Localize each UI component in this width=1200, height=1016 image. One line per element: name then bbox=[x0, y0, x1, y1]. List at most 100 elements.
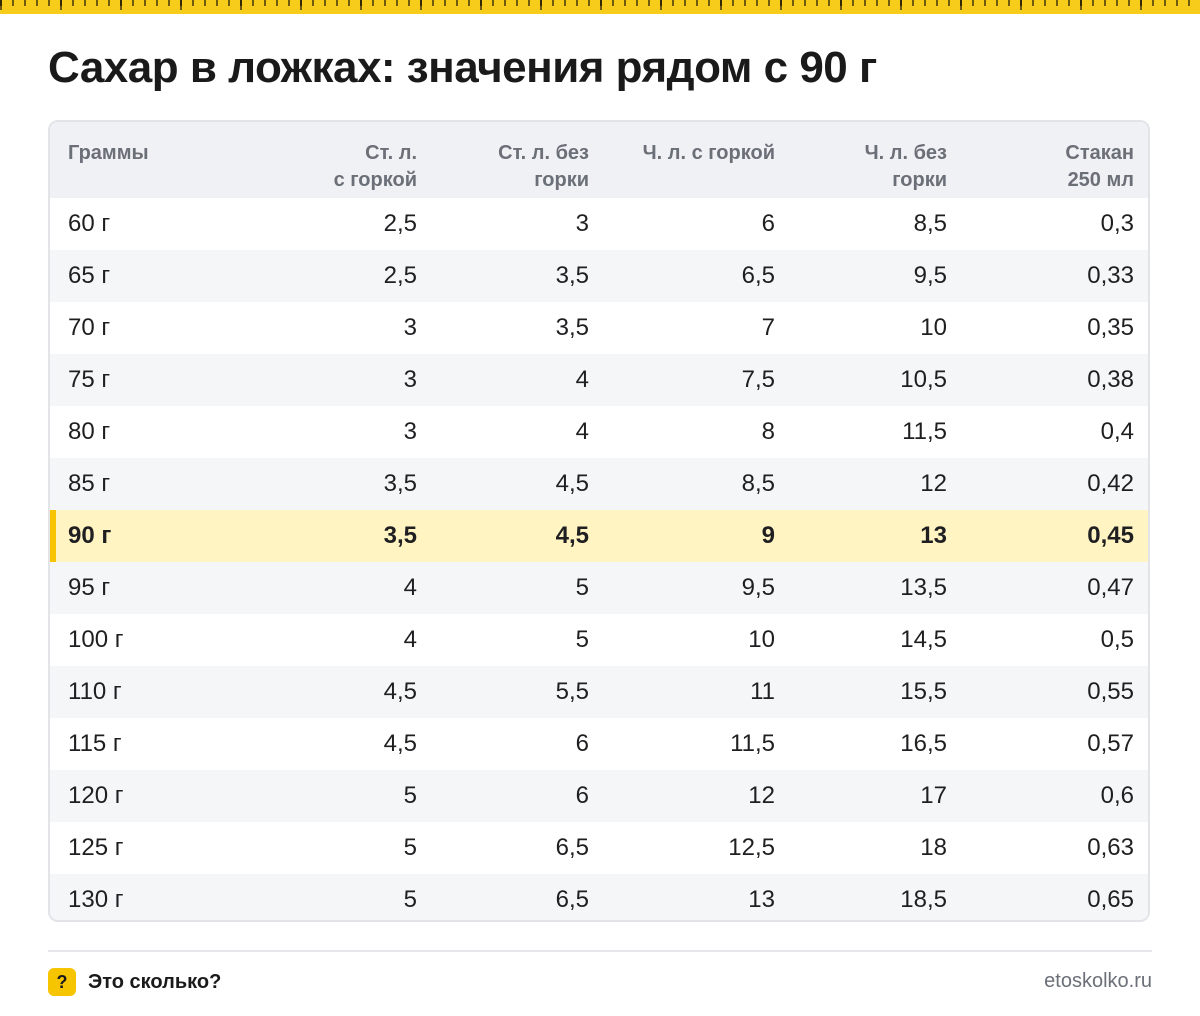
header-glass-250ml: Стакан 250 мл bbox=[1065, 142, 1134, 191]
cell-tsp-heaped: 10 bbox=[748, 626, 775, 653]
table-row: 120 г 5 6 12 17 0,6 bbox=[50, 770, 1148, 822]
cell-grams: 115 г bbox=[68, 730, 122, 757]
cell-grams: 75 г bbox=[68, 366, 111, 393]
cell-tbsp-heaped: 4,5 bbox=[383, 730, 417, 757]
cell-tsp-level: 9,5 bbox=[913, 262, 947, 289]
table-row: 75 г 3 4 7,5 10,5 0,38 bbox=[50, 354, 1148, 406]
table-row: 100 г 4 5 10 14,5 0,5 bbox=[50, 614, 1148, 666]
cell-tbsp-level: 3,5 bbox=[555, 262, 589, 289]
cell-tbsp-heaped: 5 bbox=[403, 886, 417, 913]
cell-tsp-level: 8,5 bbox=[913, 210, 947, 237]
table-row: 85 г 3,5 4,5 8,5 12 0,42 bbox=[50, 458, 1148, 510]
header-tbsp-level: Ст. л. без горки bbox=[498, 142, 589, 191]
cell-tsp-level: 18 bbox=[920, 834, 947, 861]
cell-glass-250ml: 0,55 bbox=[1087, 678, 1134, 705]
cell-tsp-heaped: 6,5 bbox=[741, 262, 775, 289]
table-row: 110 г 4,5 5,5 11 15,5 0,55 bbox=[50, 666, 1148, 718]
cell-grams: 110 г bbox=[68, 678, 122, 705]
cell-tbsp-level: 6 bbox=[575, 782, 589, 809]
cell-glass-250ml: 0,33 bbox=[1087, 262, 1134, 289]
ruler-decoration bbox=[0, 0, 1200, 14]
table-row: 130 г 5 6,5 13 18,5 0,65 bbox=[50, 874, 1148, 920]
cell-tsp-level: 11,5 bbox=[902, 418, 947, 445]
cell-glass-250ml: 0,42 bbox=[1087, 470, 1134, 497]
cell-tsp-heaped: 12 bbox=[748, 782, 775, 809]
cell-tbsp-heaped: 4 bbox=[403, 574, 417, 601]
cell-tbsp-level: 4,5 bbox=[555, 470, 589, 497]
cell-tsp-level: 14,5 bbox=[900, 626, 947, 653]
cell-tbsp-level: 4 bbox=[575, 418, 589, 445]
cell-glass-250ml: 0,4 bbox=[1100, 418, 1134, 445]
cell-tsp-level: 13,5 bbox=[900, 574, 947, 601]
cell-tbsp-level: 3 bbox=[575, 210, 589, 237]
cell-glass-250ml: 0,35 bbox=[1087, 314, 1134, 341]
cell-grams: 60 г bbox=[68, 210, 111, 237]
table-row: 65 г 2,5 3,5 6,5 9,5 0,33 bbox=[50, 250, 1148, 302]
cell-tsp-level: 18,5 bbox=[900, 886, 947, 913]
cell-tsp-heaped: 11 bbox=[750, 678, 775, 705]
footer-divider bbox=[48, 950, 1152, 952]
cell-tsp-heaped: 7 bbox=[761, 314, 775, 341]
cell-tsp-level: 10,5 bbox=[900, 366, 947, 393]
cell-tsp-heaped: 11,5 bbox=[730, 730, 775, 757]
cell-tbsp-heaped: 5 bbox=[403, 834, 417, 861]
cell-tsp-heaped: 9,5 bbox=[741, 574, 775, 601]
cell-tbsp-level: 5 bbox=[575, 626, 589, 653]
cell-glass-250ml: 0,63 bbox=[1087, 834, 1134, 861]
cell-tbsp-heaped: 2,5 bbox=[383, 210, 417, 237]
header-tsp-level: Ч. л. без горки bbox=[864, 142, 947, 191]
cell-tsp-level: 17 bbox=[920, 782, 947, 809]
cell-tsp-level: 12 bbox=[920, 470, 947, 497]
table-row: 80 г 3 4 8 11,5 0,4 bbox=[50, 406, 1148, 458]
cell-grams: 120 г bbox=[68, 782, 124, 809]
cell-tbsp-level: 5 bbox=[575, 574, 589, 601]
cell-tbsp-heaped: 5 bbox=[403, 782, 417, 809]
cell-glass-250ml: 0,3 bbox=[1100, 210, 1134, 237]
cell-tbsp-heaped: 2,5 bbox=[383, 262, 417, 289]
cell-tbsp-level: 4,5 bbox=[555, 522, 589, 549]
cell-glass-250ml: 0,45 bbox=[1087, 522, 1134, 549]
brand-name: Это сколько? bbox=[88, 970, 222, 993]
table-row: 125 г 5 6,5 12,5 18 0,63 bbox=[50, 822, 1148, 874]
cell-tbsp-level: 6,5 bbox=[555, 834, 589, 861]
cell-grams: 85 г bbox=[68, 470, 111, 497]
cell-tbsp-heaped: 4 bbox=[403, 626, 417, 653]
sugar-conversion-table: Граммы Ст. л. с горкой Ст. л. без горки Ч.… bbox=[50, 122, 1148, 920]
cell-tsp-heaped: 8 bbox=[761, 418, 775, 445]
cell-grams: 65 г bbox=[68, 262, 111, 289]
table-header-row: Граммы Ст. л. с горкой Ст. л. без горки Ч.… bbox=[50, 122, 1148, 198]
cell-glass-250ml: 0,38 bbox=[1087, 366, 1134, 393]
cell-tbsp-level: 6 bbox=[575, 730, 589, 757]
sugar-table-card: Граммы Ст. л. с горкой Ст. л. без горки Ч.… bbox=[48, 120, 1150, 922]
cell-grams: 80 г bbox=[68, 418, 111, 445]
cell-glass-250ml: 0,65 bbox=[1087, 886, 1134, 913]
cell-tbsp-level: 4 bbox=[575, 366, 589, 393]
cell-tbsp-heaped: 3 bbox=[403, 366, 417, 393]
cell-tsp-level: 13 bbox=[920, 522, 947, 549]
cell-tbsp-heaped: 4,5 bbox=[383, 678, 417, 705]
table-row: 60 г 2,5 3 6 8,5 0,3 bbox=[50, 198, 1148, 250]
page-title: Сахар в ложках: значения рядом с 90 г bbox=[48, 43, 877, 92]
question-icon: ? bbox=[48, 968, 76, 996]
cell-tbsp-heaped: 3 bbox=[403, 314, 417, 341]
cell-grams: 125 г bbox=[68, 834, 124, 861]
cell-tsp-heaped: 8,5 bbox=[741, 470, 775, 497]
cell-tsp-level: 16,5 bbox=[900, 730, 947, 757]
cell-tsp-heaped: 6 bbox=[761, 210, 775, 237]
cell-grams: 90 г bbox=[50, 510, 250, 562]
cell-tbsp-heaped: 3 bbox=[403, 418, 417, 445]
cell-grams: 100 г bbox=[68, 626, 124, 653]
brand: ? Это сколько? bbox=[48, 968, 221, 996]
header-tbsp-heaped: Ст. л. с горкой bbox=[333, 142, 417, 191]
table-row: 70 г 3 3,5 7 10 0,35 bbox=[50, 302, 1148, 354]
table-row: 115 г 4,5 6 11,5 16,5 0,57 bbox=[50, 718, 1148, 770]
site-url: etoskolko.ru bbox=[1044, 970, 1152, 992]
cell-tsp-heaped: 12,5 bbox=[728, 834, 775, 861]
cell-grams: 70 г bbox=[68, 314, 111, 341]
cell-tsp-heaped: 9 bbox=[761, 522, 775, 549]
cell-tsp-heaped: 7,5 bbox=[741, 366, 775, 393]
header-grams: Граммы bbox=[68, 142, 149, 164]
cell-tbsp-level: 3,5 bbox=[555, 314, 589, 341]
table-row: 95 г 4 5 9,5 13,5 0,47 bbox=[50, 562, 1148, 614]
header-tsp-heaped: Ч. л. с горкой bbox=[642, 142, 775, 164]
